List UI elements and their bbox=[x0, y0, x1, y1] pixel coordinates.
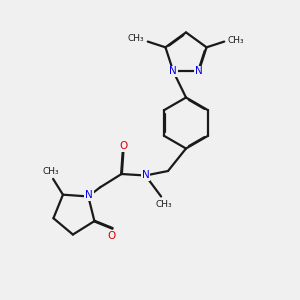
Text: CH₃: CH₃ bbox=[128, 34, 144, 43]
Text: N: N bbox=[85, 190, 93, 200]
Text: CH₃: CH₃ bbox=[228, 36, 244, 45]
Text: N: N bbox=[142, 170, 149, 181]
Text: O: O bbox=[107, 231, 115, 241]
Text: CH₃: CH₃ bbox=[155, 200, 172, 209]
Text: O: O bbox=[119, 141, 127, 151]
Text: N: N bbox=[195, 67, 203, 76]
Text: CH₃: CH₃ bbox=[42, 167, 59, 176]
Text: N: N bbox=[169, 67, 177, 76]
